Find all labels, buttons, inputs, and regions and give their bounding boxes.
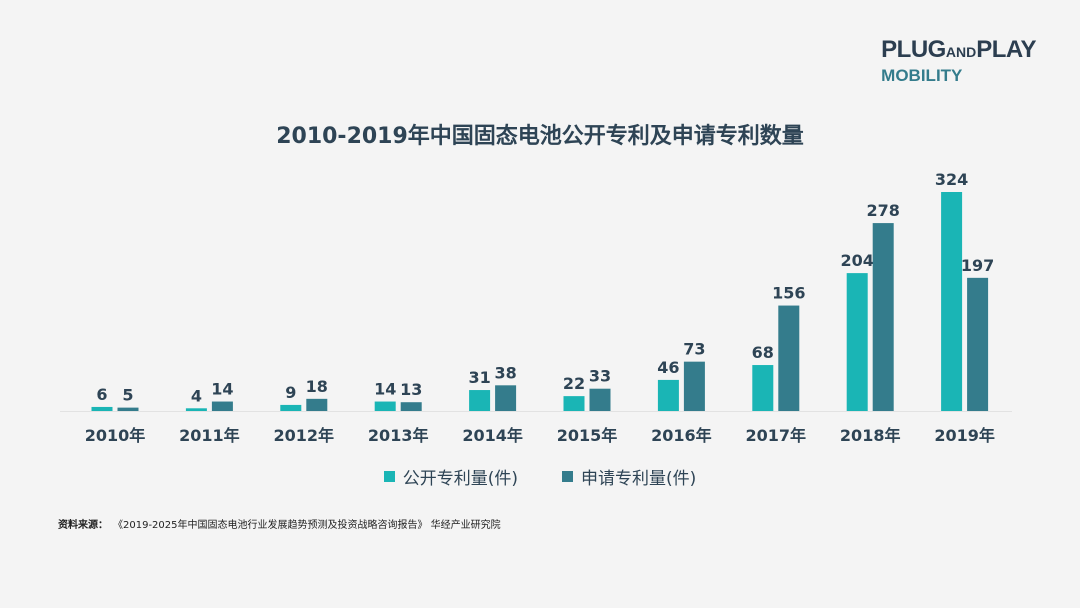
data-label: 31 [468,368,490,387]
bar-applied [495,385,517,411]
data-label: 204 [840,251,873,270]
bar-published [941,192,963,411]
bar-applied [778,305,800,411]
chart-legend: 公开专利量(件) 申请专利量(件) [0,464,1080,489]
data-label: 46 [657,358,679,377]
bar-applied [589,388,611,411]
bar-applied [683,361,705,411]
legend-item-published: 公开专利量(件) [383,464,518,489]
legend-swatch-published [383,471,395,482]
bar-published [563,396,585,411]
data-label: 197 [961,256,994,275]
source-text: 《2019-2025年中国固态电池行业发展趋势预测及投资战略咨询报告》 华经产业… [118,520,501,531]
bar-applied [306,398,328,411]
data-label: 33 [589,367,611,386]
legend-item-applied: 申请专利量(件) [562,464,696,489]
legend-label-applied: 申请专利量(件) [581,469,697,489]
bar-applied [211,401,233,411]
x-tick-label: 2012年 [274,426,335,445]
bar-published [469,390,491,411]
data-label: 14 [211,380,233,399]
legend-label-published: 公开专利量(件) [402,469,518,489]
bar-applied [872,223,894,411]
data-label: 73 [683,340,705,359]
logo-subtitle: MOBILITY [881,66,963,85]
data-label: 14 [374,380,396,399]
chart-title: 2010-2019年中国固态电池公开专利及申请专利数量 [276,124,804,149]
bar-published [185,408,207,411]
data-label: 5 [122,386,133,405]
x-tick-label: 2019年 [934,426,995,445]
x-tick-label: 2011年 [179,426,240,445]
x-tick-label: 2015年 [557,426,618,445]
bar-published [374,401,396,411]
bar-published [657,379,679,411]
bar-published [280,404,302,411]
bar-applied [967,277,989,411]
data-label: 6 [96,385,107,404]
brand-logo: PLUGANDPLAY MOBILITY [881,38,1036,86]
bar-published [91,406,113,411]
data-label: 13 [400,380,422,399]
source-label: 资料来源： [58,520,108,531]
logo-wordmark: PLUGANDPLAY [881,36,1036,63]
x-tick-label: 2013年 [368,426,429,445]
bar-applied [117,407,139,411]
x-tick-label: 2018年 [840,426,901,445]
legend-swatch-applied [562,471,573,482]
bar-published [752,365,774,411]
data-label: 18 [306,377,328,396]
bar-applied [400,402,422,411]
data-label: 68 [752,343,774,362]
bar-published [846,273,868,411]
data-label: 4 [191,386,202,405]
data-label: 9 [285,383,296,402]
x-tick-label: 2016年 [651,426,712,445]
data-label: 156 [772,284,805,303]
data-label: 278 [866,201,899,220]
data-label: 22 [563,374,585,393]
source-note: 资料来源： 《2019-2025年中国固态电池行业发展趋势预测及投资战略咨询报告》… [58,516,501,531]
data-label: 38 [494,363,516,382]
x-tick-label: 2010年 [85,426,146,445]
x-tick-label: 2017年 [746,426,807,445]
data-label: 324 [935,170,968,189]
x-tick-label: 2014年 [462,426,523,445]
